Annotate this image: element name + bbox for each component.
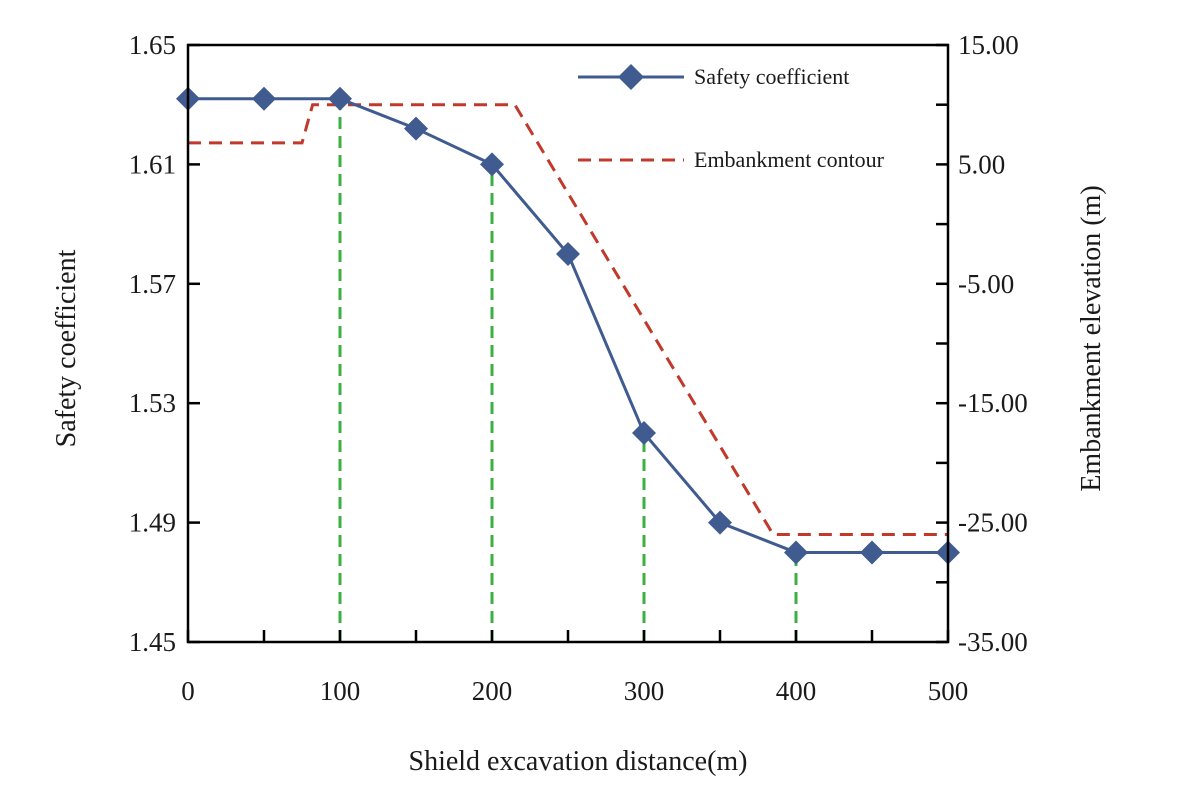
x-axis-label: Shield excavation distance(m) xyxy=(409,746,748,777)
y-right-tick-label: 15.00 xyxy=(958,30,1019,60)
y-axis-label-right: Embankment elevation (m) xyxy=(1076,185,1107,491)
y-right-tick-label: -25.00 xyxy=(958,508,1028,538)
x-tick-label: 0 xyxy=(181,676,195,706)
series-layer xyxy=(176,86,960,565)
legend-safety-label: Safety coefficient xyxy=(694,64,849,89)
x-tick-label: 200 xyxy=(472,676,513,706)
y-left-tick-label: 1.57 xyxy=(129,269,176,299)
x-tick-label: 300 xyxy=(624,676,665,706)
safety-point xyxy=(556,241,580,266)
x-tick-label: 400 xyxy=(776,676,817,706)
safety-point xyxy=(632,421,656,446)
safety-point xyxy=(784,540,808,565)
safety-point xyxy=(404,116,428,141)
y-left-tick-label: 1.49 xyxy=(129,508,176,538)
safety-point xyxy=(860,540,884,565)
legend-safety-marker xyxy=(618,64,644,90)
x-tick-label: 100 xyxy=(320,676,361,706)
y-left-tick-label: 1.65 xyxy=(129,30,176,60)
y-right-tick-label: 5.00 xyxy=(958,149,1005,179)
legend: Safety coefficient Embankment contour xyxy=(578,64,885,172)
y-left-tick-label: 1.53 xyxy=(129,388,176,418)
y-right-tick-label: -15.00 xyxy=(958,388,1028,418)
safety-point xyxy=(328,86,352,111)
safety-point xyxy=(708,510,732,535)
y-left-tick-label: 1.61 xyxy=(129,149,176,179)
axes: 0 100 200 300 400 500 1.45 1.49 1.53 1.57 1.61 1.65… xyxy=(129,30,1028,706)
safety-point xyxy=(252,86,276,111)
safety-point xyxy=(480,152,504,177)
y-right-tick-label: -35.00 xyxy=(958,627,1028,657)
y-right-tick-label: -5.00 xyxy=(958,269,1014,299)
x-tick-label: 500 xyxy=(928,676,969,706)
marker-lines xyxy=(338,98,798,642)
y-axis-label-left: Safety coefficient xyxy=(51,249,82,447)
y-left-tick-label: 1.45 xyxy=(129,627,176,657)
series-embankment-contour xyxy=(188,103,948,537)
legend-embankment-label: Embankment contour xyxy=(694,147,885,172)
